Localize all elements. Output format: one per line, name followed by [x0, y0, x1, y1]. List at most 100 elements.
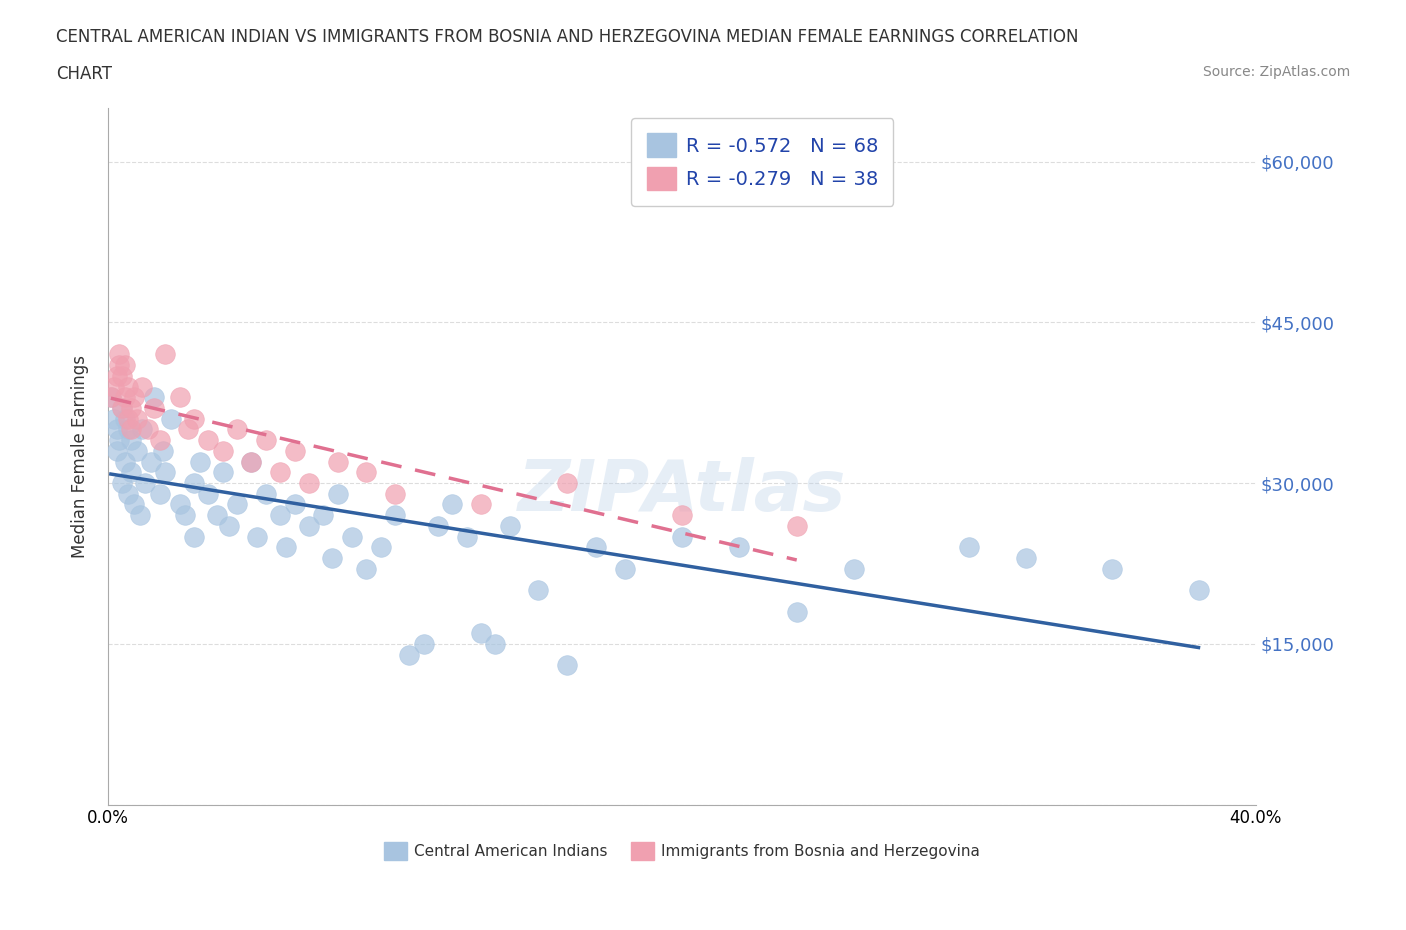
Point: [117, 411, 139, 426]
Point: [269, 508, 291, 523]
Point: [786, 519, 808, 534]
Point: [197, 486, 219, 501]
Point: [111, 401, 134, 416]
Point: [100, 390, 122, 405]
Point: [326, 454, 349, 469]
Point: [786, 604, 808, 619]
Point: [183, 411, 205, 426]
Point: [136, 422, 159, 437]
Point: [122, 390, 145, 405]
Point: [211, 465, 233, 480]
Point: [100, 390, 122, 405]
Point: [246, 529, 269, 544]
Point: [240, 454, 263, 469]
Text: CHART: CHART: [56, 65, 112, 83]
Point: [226, 422, 249, 437]
Point: [1101, 562, 1123, 577]
Point: [155, 347, 177, 362]
Text: CENTRAL AMERICAN INDIAN VS IMMIGRANTS FROM BOSNIA AND HERZEGOVINA MEDIAN FEMALE : CENTRAL AMERICAN INDIAN VS IMMIGRANTS FR…: [56, 28, 1078, 46]
Point: [384, 508, 406, 523]
Point: [427, 519, 450, 534]
Point: [139, 454, 162, 469]
Point: [842, 562, 865, 577]
Point: [111, 475, 134, 490]
Point: [356, 465, 378, 480]
Point: [174, 508, 197, 523]
Point: [671, 529, 693, 544]
Point: [321, 551, 343, 565]
Point: [499, 519, 522, 534]
Point: [103, 379, 125, 394]
Point: [125, 444, 148, 458]
Text: ZIPAtlas: ZIPAtlas: [517, 457, 846, 525]
Point: [117, 422, 139, 437]
Point: [412, 636, 434, 651]
Point: [312, 508, 335, 523]
Point: [298, 519, 321, 534]
Point: [283, 497, 305, 512]
Point: [527, 583, 550, 598]
Point: [111, 368, 134, 383]
Point: [957, 540, 980, 555]
Point: [142, 401, 165, 416]
Point: [131, 422, 153, 437]
Point: [398, 647, 420, 662]
Point: [149, 486, 172, 501]
Point: [326, 486, 349, 501]
Point: [384, 486, 406, 501]
Point: [211, 444, 233, 458]
Point: [169, 497, 191, 512]
Point: [103, 411, 125, 426]
Point: [105, 368, 128, 383]
Point: [470, 626, 492, 641]
Point: [120, 401, 142, 416]
Point: [117, 486, 139, 501]
Point: [1187, 583, 1209, 598]
Point: [555, 658, 578, 672]
Point: [108, 358, 131, 373]
Point: [441, 497, 464, 512]
Point: [131, 379, 153, 394]
Point: [197, 432, 219, 447]
Point: [205, 508, 228, 523]
Point: [152, 444, 174, 458]
Point: [183, 529, 205, 544]
Point: [122, 497, 145, 512]
Point: [105, 444, 128, 458]
Point: [340, 529, 363, 544]
Point: [108, 432, 131, 447]
Point: [671, 508, 693, 523]
Point: [484, 636, 506, 651]
Point: [183, 475, 205, 490]
Point: [111, 401, 134, 416]
Point: [456, 529, 478, 544]
Point: [728, 540, 751, 555]
Point: [114, 454, 136, 469]
Point: [120, 465, 142, 480]
Point: [585, 540, 607, 555]
Point: [114, 390, 136, 405]
Point: [613, 562, 636, 577]
Point: [555, 475, 578, 490]
Point: [370, 540, 392, 555]
Legend: Central American Indians, Immigrants from Bosnia and Herzegovina: Central American Indians, Immigrants fro…: [378, 836, 986, 867]
Point: [470, 497, 492, 512]
Point: [117, 379, 139, 394]
Point: [114, 411, 136, 426]
Point: [169, 390, 191, 405]
Point: [149, 432, 172, 447]
Point: [120, 432, 142, 447]
Point: [298, 475, 321, 490]
Point: [105, 422, 128, 437]
Point: [114, 358, 136, 373]
Point: [283, 444, 305, 458]
Point: [254, 432, 277, 447]
Point: [254, 486, 277, 501]
Y-axis label: Median Female Earnings: Median Female Earnings: [72, 354, 89, 558]
Point: [120, 422, 142, 437]
Point: [177, 422, 200, 437]
Point: [128, 508, 150, 523]
Point: [269, 465, 291, 480]
Point: [155, 465, 177, 480]
Point: [108, 347, 131, 362]
